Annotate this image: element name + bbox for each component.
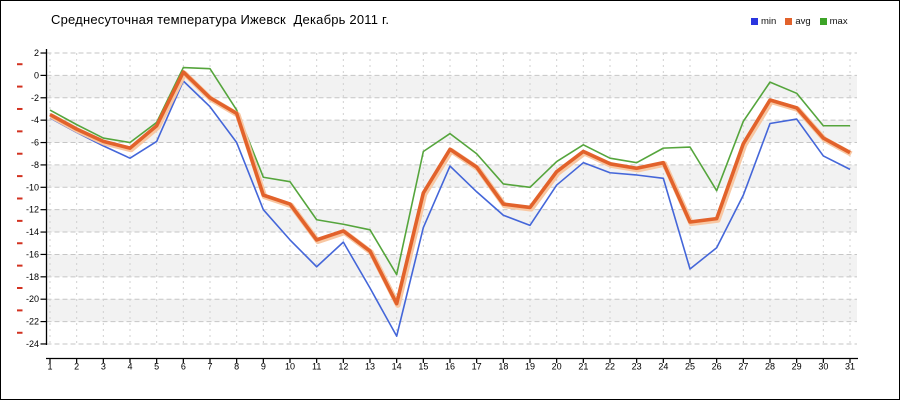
chart-title: Среднесуточная температура Ижевск Декабр… bbox=[51, 12, 390, 27]
x-tick-label: 19 bbox=[525, 362, 535, 372]
max-line bbox=[49, 66, 850, 276]
y-tick-label: -12 bbox=[26, 205, 39, 215]
x-tick-label: 26 bbox=[712, 362, 722, 372]
x-tick-label: 9 bbox=[261, 362, 266, 372]
x-tick-label: 16 bbox=[445, 362, 455, 372]
x-tick-label: 31 bbox=[845, 362, 855, 372]
y-tick-label: -6 bbox=[31, 138, 39, 148]
y-tick-label: -24 bbox=[26, 339, 39, 349]
x-tick-label: 25 bbox=[685, 362, 695, 372]
avg-line bbox=[49, 70, 851, 306]
legend-label: min bbox=[761, 16, 777, 27]
x-tick-label: 5 bbox=[154, 362, 159, 372]
x-tick-label: 27 bbox=[738, 362, 748, 372]
legend-item-max[interactable]: max bbox=[819, 16, 848, 27]
x-tick-label: 13 bbox=[365, 362, 375, 372]
legend-label: avg bbox=[795, 16, 811, 27]
y-tick-label: -22 bbox=[26, 317, 39, 327]
x-tick-label: 17 bbox=[472, 362, 482, 372]
x-tick-label: 18 bbox=[498, 362, 508, 372]
legend: min avg max bbox=[751, 17, 857, 26]
legend-swatch-min bbox=[751, 18, 758, 25]
x-tick-label: 7 bbox=[207, 362, 212, 372]
y-tick-label: 0 bbox=[34, 70, 39, 80]
x-tick-label: 20 bbox=[552, 362, 562, 372]
legend-item-min[interactable]: min bbox=[751, 17, 776, 26]
x-tick-label: 11 bbox=[312, 362, 321, 372]
x-tick-label: 23 bbox=[632, 362, 642, 372]
y-tick-label: 2 bbox=[34, 48, 39, 58]
plot-band bbox=[46, 75, 857, 98]
x-tick-label: 4 bbox=[127, 362, 132, 372]
y-tick-label: -4 bbox=[31, 115, 39, 125]
y-tick-label: -18 bbox=[26, 272, 39, 282]
y-tick-label: -20 bbox=[26, 294, 39, 304]
x-tick-label: 30 bbox=[818, 362, 828, 372]
x-tick-label: 24 bbox=[658, 362, 668, 372]
legend-label: max bbox=[829, 16, 848, 27]
x-tick-label: 29 bbox=[792, 362, 802, 372]
plot-band bbox=[46, 209, 857, 233]
legend-item-avg[interactable]: avg bbox=[785, 16, 811, 27]
x-tick-label: 3 bbox=[101, 362, 106, 372]
x-tick-label: 21 bbox=[578, 362, 588, 372]
x-tick-label: 10 bbox=[285, 362, 295, 372]
x-tick-label: 14 bbox=[392, 362, 402, 372]
plot-band bbox=[46, 254, 857, 277]
plot-band bbox=[46, 299, 857, 322]
x-tick-label: 22 bbox=[605, 362, 615, 372]
plot-band bbox=[46, 120, 857, 143]
x-tick-label: 15 bbox=[418, 362, 428, 372]
plot-band bbox=[46, 164, 857, 188]
y-tick-label: -16 bbox=[26, 249, 39, 259]
x-tick-label: 12 bbox=[338, 362, 348, 372]
x-tick-label: 6 bbox=[181, 362, 186, 372]
legend-swatch-avg bbox=[785, 18, 793, 25]
x-tick-label: 2 bbox=[74, 362, 79, 372]
y-tick-label: -8 bbox=[31, 160, 39, 170]
y-tick-label: -2 bbox=[31, 93, 39, 103]
y-tick-label: -10 bbox=[26, 182, 39, 192]
x-tick-label: 28 bbox=[765, 362, 775, 372]
legend-swatch-max bbox=[819, 18, 827, 25]
x-tick-label: 8 bbox=[234, 362, 239, 372]
y-tick-label: -14 bbox=[26, 227, 39, 237]
x-tick-label: 1 bbox=[47, 362, 52, 372]
